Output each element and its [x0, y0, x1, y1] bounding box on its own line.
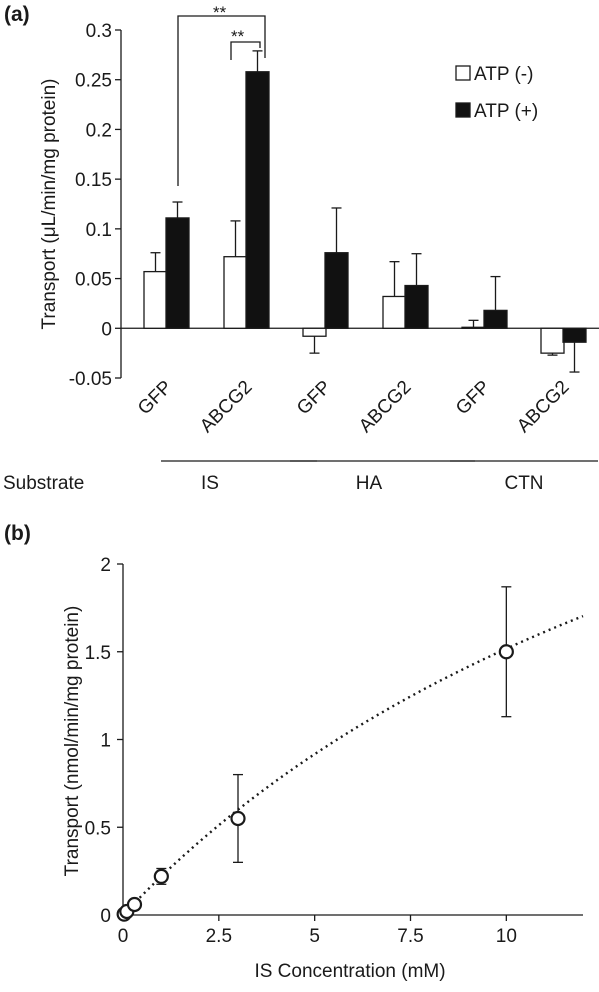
- substrate-label: Substrate: [3, 473, 84, 494]
- legend-swatch-atp-plus: [455, 102, 471, 118]
- panel-a-error-bars: [150, 50, 580, 373]
- panel-b-x-axis-title: IS Concentration (mM): [254, 961, 445, 982]
- panel-a-label: (a): [4, 3, 30, 26]
- x-tick-label: 5: [309, 926, 320, 947]
- group-label: HA: [356, 473, 383, 494]
- y-tick-label: 1.5: [85, 643, 111, 664]
- bar-ctn-abcg2-atp-plus: [562, 327, 587, 343]
- category-label: GFP: [293, 377, 335, 419]
- category-label: GFP: [134, 377, 176, 419]
- data-point: [153, 868, 169, 884]
- category-label: ABCG2: [196, 377, 256, 437]
- data-point: [126, 896, 143, 913]
- category-label: ABCG2: [513, 377, 573, 437]
- panel-b-fit-curve: [122, 614, 584, 916]
- category-label: ABCG2: [355, 377, 415, 437]
- y-tick-label: 0.1: [86, 220, 112, 241]
- legend-label-atp-minus: ATP (-): [474, 64, 533, 85]
- y-tick-label: 0.2: [86, 120, 112, 141]
- legend-label-atp-plus: ATP (+): [474, 101, 538, 122]
- bar-ha-gfp-atp-plus: [324, 252, 349, 329]
- panel-a: (a) Transport (μL/min/mg protein) 0.3 0.2…: [3, 3, 599, 494]
- significance-bracket-is-abcg2-atp: [230, 41, 261, 60]
- y-tick-label: -0.05: [69, 369, 112, 390]
- panel-b-y-axis-title: Transport (nmol/min/mg protein): [62, 606, 83, 877]
- y-tick-label: 2: [100, 555, 111, 576]
- panel-a-category-labels: GFP ABCG2 GFP ABCG2 GFP ABCG2: [134, 377, 573, 437]
- bar-ctn-abcg2-atp-minus: [540, 327, 565, 354]
- panel-a-legend: ATP (-) ATP (+): [455, 64, 538, 122]
- bar-ha-abcg2-atp-minus: [382, 295, 407, 329]
- panel-a-y-ticks: 0.3 0.25 0.2 0.15 0.1 0.05 0 -0.05: [69, 21, 121, 390]
- data-point: [230, 810, 246, 827]
- x-tick-label: 2.5: [206, 926, 232, 947]
- bar-is-abcg2-atp-plus: [245, 71, 270, 329]
- y-tick-label: 0.3: [86, 21, 112, 42]
- panel-b-x-ticks: 0 2.5 5 7.5 10: [118, 915, 517, 947]
- data-point: [498, 644, 514, 660]
- x-tick-label: 7.5: [397, 926, 423, 947]
- x-tick-label: 10: [496, 926, 517, 947]
- y-tick-label: 0.05: [75, 270, 112, 291]
- significance-bracket-is-gfp-vs-abcg2: [177, 15, 266, 186]
- x-tick-label: 0: [118, 926, 129, 947]
- significance-marker: **: [231, 27, 245, 46]
- significance-marker: **: [213, 3, 227, 22]
- category-label: GFP: [452, 377, 494, 419]
- group-label: CTN: [504, 473, 543, 494]
- bar-ctn-gfp-atp-plus: [483, 309, 508, 329]
- panel-a-group-labels: IS HA CTN: [161, 460, 598, 494]
- bar-ha-gfp-atp-minus: [302, 327, 327, 337]
- bar-is-gfp-atp-minus: [143, 270, 168, 329]
- panel-b-y-ticks: 0 0.5 1 1.5 2: [85, 555, 123, 927]
- bar-ctn-gfp-atp-minus: [461, 326, 486, 329]
- panel-b-data-points: [116, 586, 514, 922]
- y-tick-label: 0.25: [75, 71, 112, 92]
- y-tick-label: 0.5: [85, 818, 111, 839]
- y-tick-label: 1: [100, 731, 111, 752]
- panel-b-label: (b): [4, 522, 31, 545]
- y-tick-label: 0.15: [75, 170, 112, 191]
- panel-b: (b) Transport (nmol/min/mg protein) IS C…: [4, 522, 584, 982]
- bar-is-abcg2-atp-minus: [223, 256, 248, 329]
- group-label: IS: [201, 473, 219, 494]
- bar-is-gfp-atp-plus: [165, 217, 190, 329]
- bar-ha-abcg2-atp-plus: [404, 284, 429, 329]
- panel-a-y-axis-title: Transport (μL/min/mg protein): [39, 79, 60, 330]
- legend-swatch-atp-minus: [455, 65, 471, 81]
- y-tick-label: 0: [100, 906, 111, 927]
- significance-brackets: ** **: [177, 3, 266, 186]
- y-tick-label: 0: [101, 319, 112, 340]
